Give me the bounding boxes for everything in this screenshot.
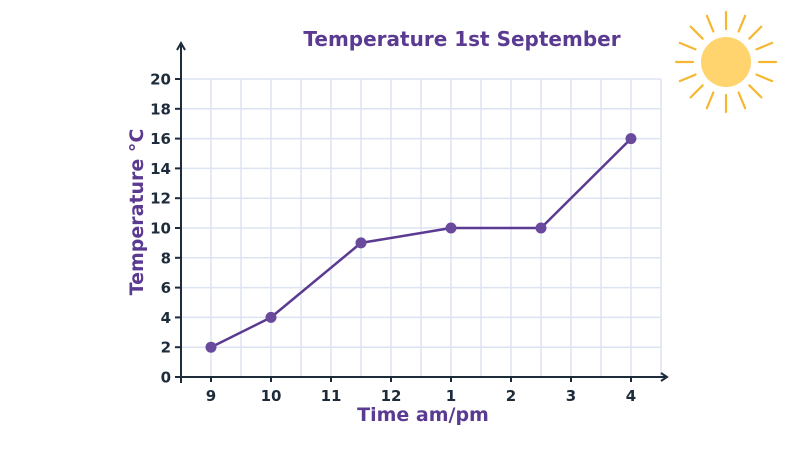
y-tick-label: 6 [161,279,171,297]
sun-ray [737,91,747,110]
sun-ray [678,73,697,83]
sun-ray [755,73,774,83]
data-series [205,133,637,353]
data-point [205,341,217,353]
y-tick-label: 14 [150,160,171,178]
sun-ray [678,41,697,51]
y-tick-label: 20 [150,71,171,89]
x-axis-title: Time am/pm [357,404,489,426]
x-tick-label: 1 [446,387,456,405]
x-tick-label: 9 [206,387,216,405]
data-point [535,222,547,234]
chart-title: Temperature 1st September [303,27,620,51]
grid-lines [181,78,662,377]
y-axis-title: Temperature °C [126,129,148,296]
sun-ray [705,91,715,110]
sun-ray [689,25,704,40]
data-point [265,311,277,323]
y-axis-arrow-icon [176,40,186,51]
data-point [445,222,457,234]
y-tick-label: 0 [161,369,171,387]
x-axis-arrow-icon [660,372,669,382]
axes [175,40,669,383]
sun-ray [748,84,763,99]
x-tick-label: 2 [506,387,516,405]
data-point [625,133,637,145]
x-tick-label: 10 [261,387,282,405]
y-tick-label: 10 [150,220,171,238]
y-tick-label: 8 [161,249,171,267]
data-point [355,237,367,249]
sun-ray [737,14,747,33]
sun-body [701,37,751,87]
x-tick-label: 12 [381,387,402,405]
x-tick-label: 4 [626,387,636,405]
sun-ray [748,25,763,40]
x-tick-label: 3 [566,387,576,405]
sun-ray [705,14,715,33]
x-tick-label: 11 [321,387,342,405]
y-tick-label: 12 [150,190,171,208]
data-line [210,137,632,349]
y-tick-label: 4 [161,309,171,327]
y-tick-label: 16 [150,130,171,148]
sun-ray [689,84,704,99]
sun-icon [674,10,778,114]
sun-ray [755,41,774,51]
y-tick-label: 18 [150,100,171,118]
y-tick-label: 2 [161,339,171,357]
